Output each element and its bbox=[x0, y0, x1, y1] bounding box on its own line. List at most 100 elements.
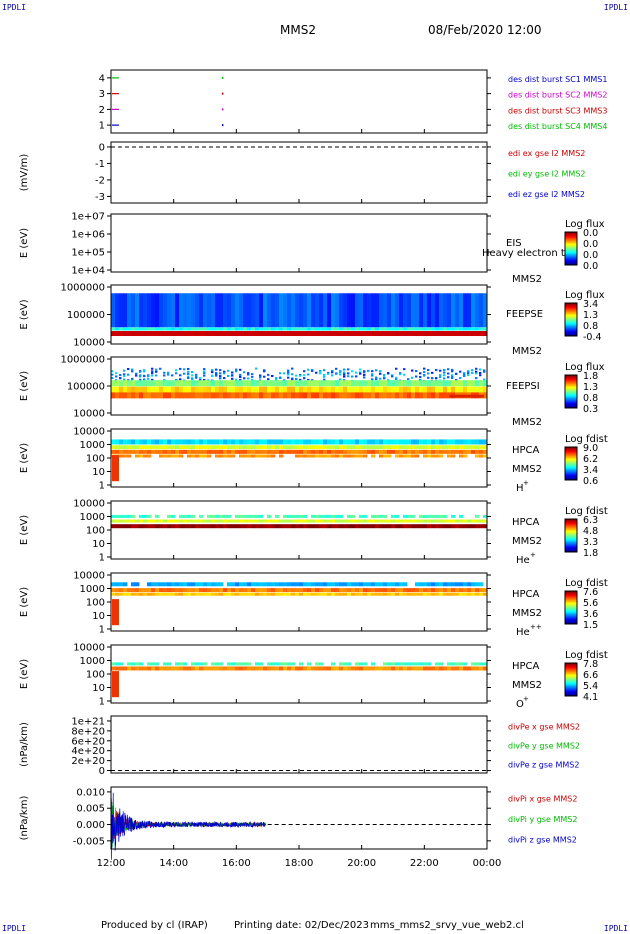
spectrogram-cell bbox=[315, 327, 320, 331]
y-axis-label-hpca_hepp: E (eV) bbox=[19, 587, 30, 617]
spectrogram-cell bbox=[127, 445, 132, 450]
colorbar-segment-hpca_h bbox=[565, 463, 577, 466]
spectrogram-cell bbox=[423, 371, 426, 374]
spectrogram-cell bbox=[467, 331, 472, 337]
spectrogram-cell bbox=[155, 662, 160, 666]
spectrogram-cell bbox=[211, 514, 216, 518]
spectrogram-cell bbox=[111, 588, 116, 593]
spectrogram-cell bbox=[291, 592, 296, 596]
spectrogram-cell bbox=[183, 592, 188, 596]
spectrogram-cell bbox=[259, 666, 264, 671]
spectrogram-cell bbox=[203, 327, 208, 331]
spectrogram-cell bbox=[131, 380, 136, 387]
spectrogram-cell bbox=[359, 327, 364, 331]
spectrogram-cell bbox=[203, 524, 208, 529]
spectrogram-cell bbox=[471, 380, 476, 387]
colorbar-segment-feepse bbox=[565, 330, 577, 333]
spectrogram-cell bbox=[199, 449, 204, 454]
spectrogram-cell bbox=[211, 327, 216, 331]
spectrogram-cell bbox=[343, 439, 348, 445]
spectrogram-cell bbox=[295, 454, 300, 458]
spectrogram-cell bbox=[283, 582, 288, 587]
colorbar-segment-feepsi bbox=[565, 392, 577, 395]
spectrogram-cell bbox=[263, 524, 268, 529]
spectrogram-cell bbox=[439, 327, 444, 331]
spectrogram-cell bbox=[355, 662, 360, 666]
spectrogram-cell bbox=[123, 386, 128, 393]
colorbar-segment-hpca_he bbox=[565, 539, 577, 542]
spectrogram-cell bbox=[167, 514, 172, 518]
spectrogram-cell bbox=[379, 392, 384, 399]
spectrogram-cell bbox=[119, 519, 124, 523]
spectrogram-cell bbox=[251, 582, 256, 587]
y-tick-label-hpca_h: 1 bbox=[99, 481, 105, 492]
colorbar-segment-hpca_h bbox=[565, 467, 577, 470]
spectrogram-cell bbox=[271, 374, 274, 377]
spectrogram-cell bbox=[235, 524, 240, 529]
spectrogram-cell bbox=[359, 524, 364, 529]
spectrogram-cell bbox=[147, 377, 150, 380]
spectrogram-cell bbox=[307, 454, 312, 458]
panel-frame-hpca_o bbox=[110, 644, 488, 704]
spectrogram-cell bbox=[191, 592, 196, 596]
spectrogram-cell bbox=[423, 592, 428, 596]
spectrogram-cell bbox=[187, 392, 192, 399]
colorbar-segment-hpca_o bbox=[565, 679, 577, 682]
spectrogram-cell bbox=[251, 327, 256, 331]
spectrogram-cell bbox=[323, 392, 328, 399]
spectrogram-cell bbox=[351, 454, 356, 458]
spectrogram-cell bbox=[115, 592, 120, 596]
spectrogram-cell bbox=[415, 375, 418, 378]
spectrogram-cell bbox=[231, 386, 236, 393]
spectrogram-cell bbox=[199, 524, 204, 529]
colorbar-segment-feepsi bbox=[565, 384, 577, 387]
instrument-label-hpca_o: HPCA bbox=[512, 661, 540, 672]
spectrogram-cell bbox=[319, 666, 324, 671]
spectrogram-cell bbox=[251, 373, 254, 376]
colorbar-segment-feepsi bbox=[565, 378, 577, 380]
spectrogram-cell bbox=[335, 372, 338, 375]
spectrogram-cell bbox=[287, 449, 292, 454]
spectrogram-cell bbox=[483, 592, 488, 596]
spectrogram-cell bbox=[235, 662, 240, 666]
spectrogram-cell bbox=[211, 524, 216, 529]
spectrogram-cell bbox=[147, 582, 152, 587]
colorbar-segment-hpca_hepp bbox=[565, 614, 577, 616]
spectrogram-cell bbox=[371, 582, 376, 587]
y-axis-label-edi: (mV/m) bbox=[19, 154, 30, 192]
spectrogram-cell bbox=[207, 454, 212, 458]
spectrogram-cell bbox=[151, 588, 156, 593]
spectrogram-cell bbox=[379, 377, 382, 380]
spectrogram-cell bbox=[467, 582, 472, 587]
spectrogram-cell bbox=[375, 331, 380, 337]
spectrogram-cell bbox=[375, 445, 380, 450]
spectrogram-cell bbox=[483, 331, 488, 337]
spectrogram-cell bbox=[235, 386, 240, 393]
spectrogram-cell bbox=[139, 592, 144, 596]
spectrogram-cell bbox=[327, 592, 332, 596]
spectrogram-cell bbox=[363, 592, 368, 596]
spectrogram-cell bbox=[299, 666, 304, 671]
spectrogram-cell bbox=[347, 592, 352, 596]
spectrogram-cell bbox=[167, 588, 172, 593]
spectrogram-cell bbox=[363, 373, 366, 376]
colorbar-segment-feepsi bbox=[565, 400, 577, 402]
spectrogram-cell bbox=[399, 662, 404, 666]
spectrogram-cell bbox=[363, 439, 368, 445]
colorbar-frame-feepse bbox=[564, 302, 578, 337]
spectrogram-cell bbox=[139, 392, 144, 399]
spectrogram-cell bbox=[159, 666, 164, 671]
spectrogram-cell bbox=[227, 514, 232, 518]
spectrogram-cell bbox=[283, 372, 286, 375]
spectrogram-cell bbox=[123, 331, 128, 337]
spectrogram-cell bbox=[183, 524, 188, 529]
spectrogram-cell bbox=[479, 662, 484, 666]
spectrogram-cell bbox=[335, 367, 338, 370]
spectrogram-cell bbox=[395, 439, 400, 445]
spectrogram-cell bbox=[307, 386, 312, 393]
spectrogram-cell bbox=[123, 666, 128, 671]
spectrogram-cell bbox=[483, 666, 488, 671]
spectrogram-cell bbox=[143, 519, 148, 523]
spectrogram-cell bbox=[451, 582, 456, 587]
spectrogram-cell bbox=[131, 514, 136, 518]
